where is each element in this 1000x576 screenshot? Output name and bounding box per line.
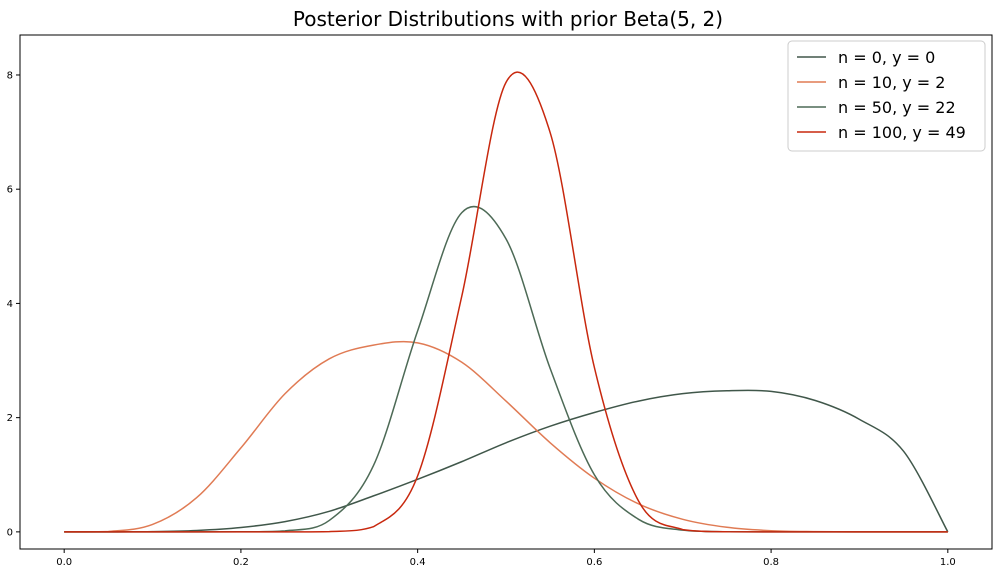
x-tick-label: 0.0	[56, 557, 72, 568]
chart-title: Posterior Distributions with prior Beta(…	[293, 7, 723, 31]
x-tick-label: 0.8	[763, 557, 779, 568]
axes-layer: 0.0 0.2 0.4 0.6 0.8 1.0 0 2 4 6 8	[7, 34, 993, 568]
y-tick-label: 2	[7, 413, 13, 424]
legend-label-3: n = 50, y = 22	[838, 98, 956, 117]
x-tick-label: 0.4	[410, 557, 426, 568]
y-tick-label: 4	[7, 299, 13, 310]
plot-frame	[19, 34, 993, 550]
legend: n = 0, y = 0 n = 10, y = 2 n = 50, y = 22 n…	[787, 40, 986, 152]
series-line-1	[64, 389, 949, 533]
series-line-3	[64, 206, 948, 533]
series-line-4	[64, 71, 948, 533]
legend-label-2: n = 10, y = 2	[838, 73, 945, 92]
x-tick-label: 0.2	[233, 557, 249, 568]
legend-box	[787, 40, 986, 152]
lines-layer	[64, 71, 949, 533]
y-tick-label: 6	[7, 185, 13, 196]
x-tick-label: 0.6	[586, 557, 602, 568]
y-tick-label: 0	[7, 527, 13, 538]
legend-label-1: n = 0, y = 0	[838, 48, 935, 67]
y-tick-label: 8	[7, 70, 13, 81]
legend-label-4: n = 100, y = 49	[838, 123, 966, 142]
x-tick-label: 1.0	[940, 557, 956, 568]
series-line-2	[64, 340, 948, 533]
